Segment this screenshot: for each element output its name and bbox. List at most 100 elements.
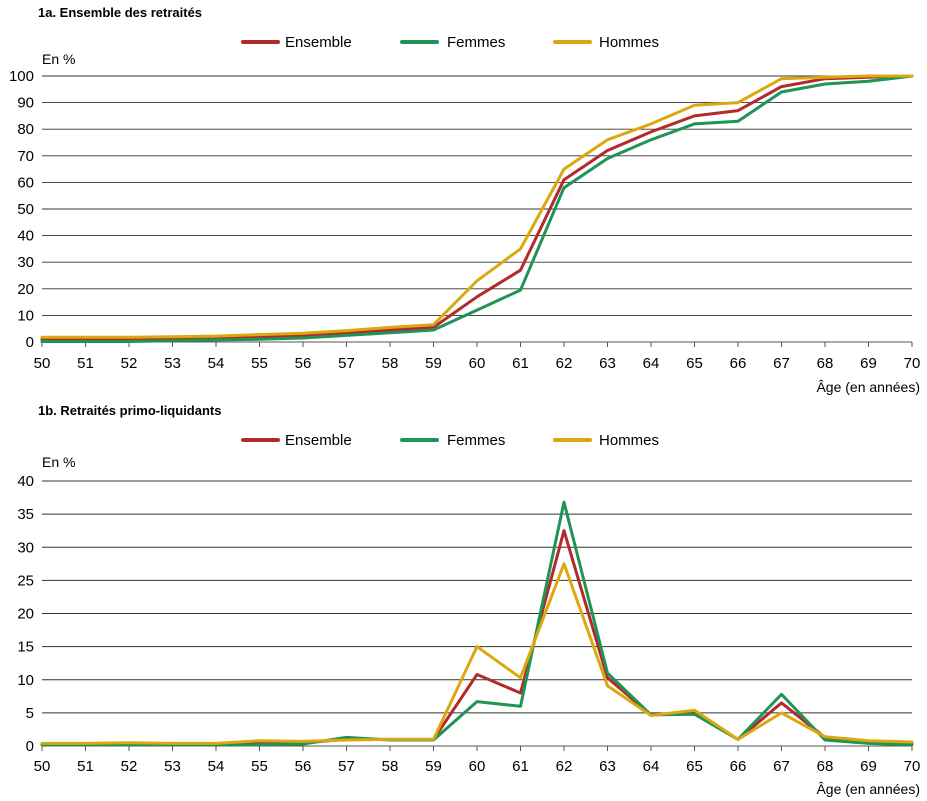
- x-tick-label-62: 62: [556, 355, 573, 372]
- x-tick-label-54: 54: [208, 355, 225, 372]
- y-tick-label-15: 15: [17, 639, 34, 656]
- y-tick-label-30: 30: [17, 254, 34, 271]
- data-point-hommes-53: [171, 742, 174, 745]
- data-point-femmes-60: [475, 700, 479, 703]
- y-tick-label-0: 0: [26, 334, 34, 351]
- x-tick-label-64: 64: [643, 758, 660, 775]
- data-point-hommes-63: [606, 684, 609, 687]
- data-point-ensemble-61: [519, 269, 522, 272]
- legend: Ensemble Femmes Hommes: [241, 34, 659, 51]
- data-point-hommes-59: [432, 323, 435, 326]
- legend-label-ensemble: Ensemble: [285, 34, 352, 51]
- data-point-femmes-63: [606, 157, 609, 160]
- x-tick-label-52: 52: [121, 355, 138, 372]
- y-tick-label-50: 50: [17, 201, 34, 218]
- data-point-hommes-64: [649, 714, 653, 717]
- data-point-ensemble-56: [301, 334, 305, 337]
- data-point-femmes-70: [910, 743, 914, 746]
- data-point-hommes-63: [606, 138, 609, 141]
- data-point-ensemble-66: [736, 109, 740, 112]
- data-point-femmes-63: [606, 671, 609, 675]
- data-point-femmes-67: [780, 693, 783, 696]
- x-tick-label-59: 59: [425, 758, 442, 775]
- x-tick-label-56: 56: [295, 355, 312, 372]
- data-point-hommes-58: [388, 326, 392, 329]
- x-tick-label-56: 56: [295, 758, 312, 775]
- data-point-hommes-69: [867, 739, 870, 742]
- data-point-femmes-56: [301, 742, 305, 746]
- x-tick-label-59: 59: [425, 355, 442, 372]
- y-tick-label-10: 10: [17, 672, 34, 689]
- data-point-ensemble-63: [606, 676, 609, 679]
- data-point-hommes-57: [345, 738, 348, 742]
- data-point-hommes-68: [823, 735, 827, 738]
- data-point-hommes-58: [388, 738, 392, 741]
- data-point-hommes-66: [736, 101, 740, 104]
- x-tick-label-61: 61: [512, 758, 529, 775]
- data-point-hommes-57: [345, 329, 348, 332]
- x-tick-label-61: 61: [512, 355, 529, 372]
- x-tick-label-64: 64: [643, 355, 660, 372]
- data-point-hommes-53: [171, 335, 174, 338]
- data-point-hommes-60: [475, 279, 479, 282]
- y-tick-label-60: 60: [17, 174, 34, 191]
- y-unit-label: En %: [42, 51, 75, 67]
- data-point-hommes-64: [649, 122, 653, 126]
- data-point-hommes-69: [867, 74, 870, 78]
- series-line-femmes: [40, 500, 914, 747]
- data-point-femmes-59: [432, 328, 435, 332]
- data-point-hommes-52: [127, 741, 131, 744]
- data-point-femmes-69: [867, 80, 870, 83]
- series-line-ensemble: [40, 74, 914, 341]
- data-point-hommes-70: [910, 740, 914, 744]
- legend-label-femmes: Femmes: [447, 34, 505, 51]
- data-point-femmes-66: [736, 120, 740, 123]
- data-point-hommes-55: [258, 739, 261, 742]
- data-point-hommes-65: [693, 709, 696, 712]
- data-point-ensemble-60: [475, 673, 479, 676]
- x-tick-label-67: 67: [773, 355, 790, 372]
- data-point-femmes-57: [345, 736, 348, 739]
- data-point-hommes-50: [40, 742, 44, 745]
- data-point-femmes-55: [258, 743, 261, 746]
- data-point-hommes-65: [693, 104, 696, 107]
- x-tick-label-69: 69: [860, 355, 877, 372]
- y-tick-label-30: 30: [17, 539, 34, 556]
- x-tick-label-58: 58: [382, 355, 399, 372]
- data-point-hommes-66: [736, 738, 740, 741]
- x-tick-label-50: 50: [34, 355, 51, 372]
- x-tick-label-70: 70: [904, 355, 921, 372]
- data-point-hommes-55: [258, 333, 261, 336]
- x-tick-label-63: 63: [599, 355, 616, 372]
- data-point-ensemble-67: [780, 701, 783, 705]
- y-tick-label-80: 80: [17, 121, 34, 138]
- x-tick-label-53: 53: [164, 758, 181, 775]
- data-point-ensemble-64: [649, 130, 653, 134]
- data-point-femmes-67: [780, 90, 783, 94]
- y-tick-label-0: 0: [26, 738, 34, 755]
- x-tick-label-51: 51: [77, 355, 94, 372]
- data-point-femmes-54: [214, 338, 218, 342]
- x-tick-label-60: 60: [469, 355, 486, 372]
- data-point-femmes-58: [388, 331, 392, 334]
- data-point-hommes-51: [84, 336, 87, 339]
- data-point-femmes-61: [519, 288, 522, 292]
- data-point-hommes-62: [562, 562, 566, 565]
- data-point-hommes-62: [562, 167, 566, 171]
- x-tick-label-65: 65: [686, 758, 703, 775]
- data-point-hommes-54: [214, 742, 218, 745]
- data-point-femmes-69: [867, 742, 870, 745]
- data-point-hommes-68: [823, 76, 827, 79]
- data-point-hommes-56: [301, 332, 305, 335]
- y-tick-label-35: 35: [17, 506, 34, 523]
- data-point-femmes-68: [823, 82, 827, 86]
- data-point-ensemble-58: [388, 328, 392, 332]
- chart-title: 1a. Ensemble des retraités: [38, 5, 202, 20]
- series-line-hommes: [40, 562, 914, 745]
- x-tick-label-51: 51: [77, 758, 94, 775]
- data-point-hommes-61: [519, 247, 522, 251]
- legend-label-hommes: Hommes: [599, 34, 659, 51]
- data-point-femmes-57: [345, 334, 348, 337]
- x-tick-label-67: 67: [773, 758, 790, 775]
- data-point-femmes-61: [519, 705, 522, 708]
